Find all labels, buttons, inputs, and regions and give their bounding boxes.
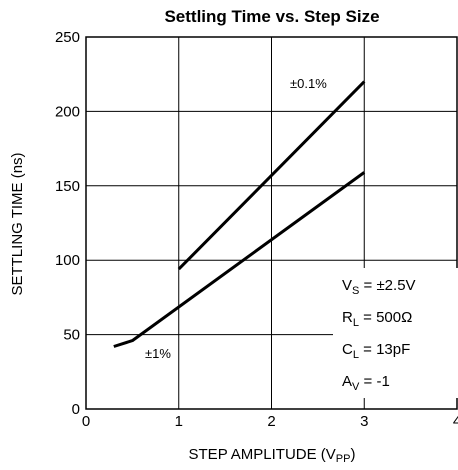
series-line-0: [177, 80, 366, 271]
x-axis-label: STEP AMPLITUDE (VPP): [189, 446, 356, 465]
conditions-box-bg: [333, 268, 458, 398]
y-tick-label: 0: [72, 401, 80, 418]
condition-rl: RL = 500Ω: [342, 309, 412, 329]
x-axis-label-main: STEP AMPLITUDE (V: [189, 446, 336, 463]
x-tick-label: 2: [267, 413, 275, 430]
x-tick-label: 4: [453, 413, 458, 430]
series-label-0-1: ±0.1%: [290, 76, 327, 91]
grid: [86, 37, 457, 409]
x-axis-label-sub: PP: [336, 453, 351, 465]
y-axis-label: SETTLING TIME (ns): [9, 152, 26, 295]
test-conditions: VS = ±2.5V RL = 500Ω CL = 13pF AV = -1: [342, 277, 416, 393]
condition-vs: VS = ±2.5V: [342, 277, 416, 297]
x-tick-label: 0: [82, 413, 90, 430]
y-tick-label: 200: [55, 103, 80, 120]
y-tick-label: 50: [63, 327, 80, 344]
y-tick-label: 100: [55, 252, 80, 269]
x-tick-label: 3: [360, 413, 368, 430]
plot-frame: [85, 36, 458, 410]
x-axis-label-end: ): [350, 446, 355, 463]
condition-av: AV = -1: [342, 373, 390, 393]
condition-cl: CL = 13pF: [342, 341, 410, 361]
x-tick-label: 1: [175, 413, 183, 430]
y-tick-label: 150: [55, 178, 80, 195]
series: [113, 80, 366, 348]
chart-title: Settling Time vs. Step Size: [164, 7, 379, 26]
series-line-1: [113, 171, 366, 348]
y-tick-label: 250: [55, 29, 80, 46]
series-label-1: ±1%: [145, 346, 171, 361]
tick-labels: 0 1 2 3 4 0 50 100 150 200 250: [55, 29, 458, 430]
